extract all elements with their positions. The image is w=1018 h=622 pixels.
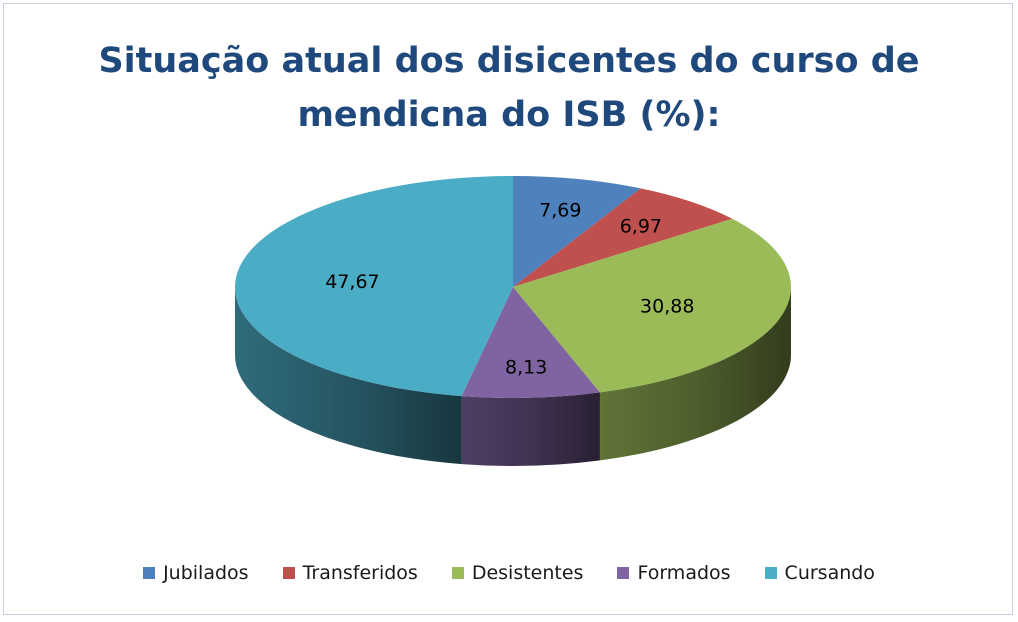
pie-slice-transferidos	[513, 188, 733, 287]
legend-item-desistentes: Desistentes	[451, 562, 584, 584]
legend-swatch	[282, 567, 295, 579]
legend-item-formados: Formados	[617, 562, 731, 584]
legend-swatch	[764, 567, 777, 579]
data-label-desistentes: 30,88	[640, 296, 694, 318]
pie-side-cursando	[235, 287, 462, 465]
pie-slice-cursando	[234, 176, 513, 397]
pie-side-walls	[235, 287, 792, 467]
pie-slice-desistentes	[513, 218, 791, 393]
pie-side-formados	[461, 392, 600, 467]
legend-label: Desistentes	[471, 562, 584, 584]
chart-title: Situação atual dos disicentes do curso d…	[0, 34, 1018, 142]
legend-item-jubilados: Jubilados	[143, 562, 249, 584]
chart-title-line-1: Situação atual dos disicentes do curso d…	[98, 41, 920, 81]
data-label-jubilados: 7,69	[539, 199, 581, 221]
pie-slices	[234, 176, 791, 398]
pie-slice-jubilados	[513, 176, 641, 287]
data-label-formados: 8,13	[505, 357, 547, 379]
legend-swatch	[617, 567, 630, 579]
chart-title-line-2: mendicna do ISB (%):	[297, 95, 721, 135]
data-label-transferidos: 6,97	[620, 216, 662, 238]
chart-legend: Jubilados Transferidos Desistentes Formados…	[0, 558, 1018, 588]
legend-item-cursando: Cursando	[764, 562, 875, 584]
legend-swatch	[143, 567, 156, 579]
legend-label: Transferidos	[302, 562, 418, 584]
pie-side-desistentes	[599, 287, 792, 461]
data-label-cursando: 47,67	[325, 271, 379, 293]
pie-data-labels: 7,69 6,97 30,88 8,13 47,67	[325, 199, 694, 378]
legend-label: Formados	[637, 562, 731, 584]
pie-slice-formados	[461, 287, 600, 398]
legend-label: Cursando	[784, 562, 875, 584]
legend-label: Jubilados	[163, 562, 249, 584]
legend-item-transferidos: Transferidos	[282, 562, 418, 584]
legend-swatch	[451, 567, 464, 579]
